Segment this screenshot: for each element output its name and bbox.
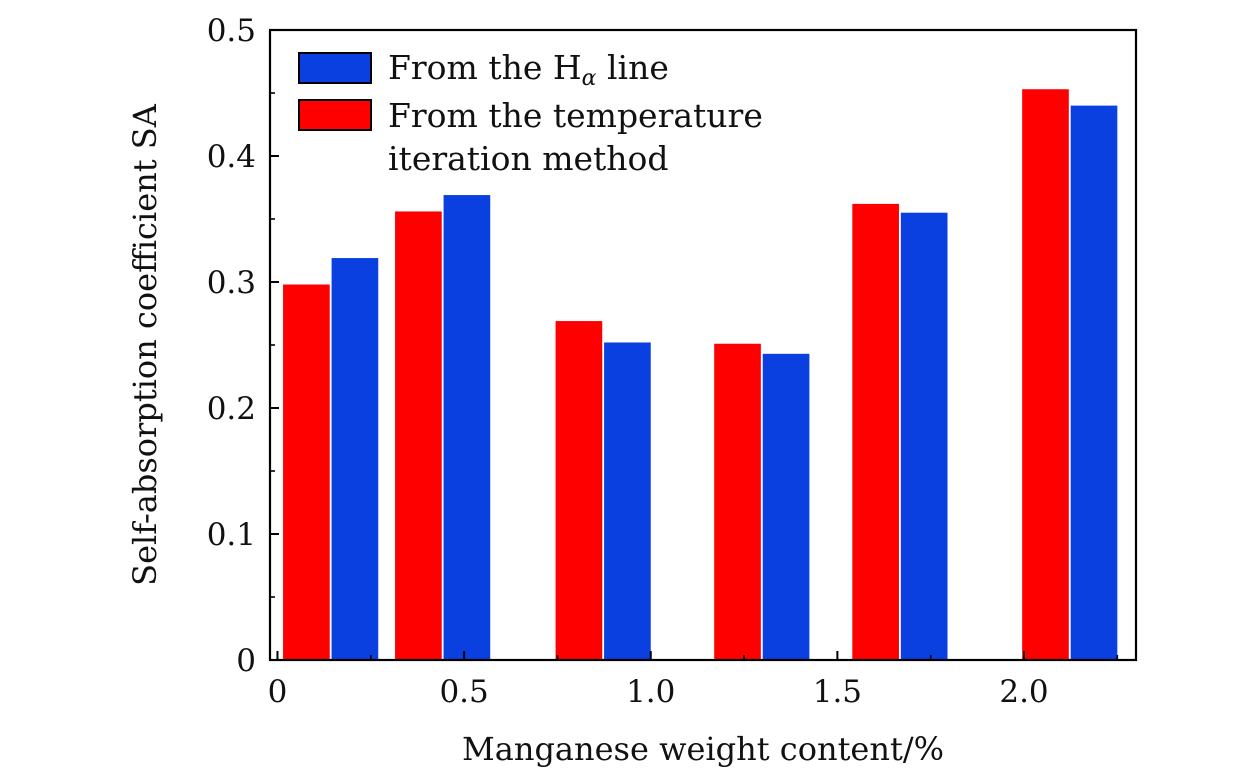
legend: From the Hα line From the temperature it…: [298, 48, 763, 178]
y-tick-label: 0.1: [207, 517, 256, 553]
legend-swatch-h-alpha: [298, 52, 372, 84]
series-h-alpha-bars: [331, 105, 1118, 661]
bar-h-alpha-5: [900, 212, 948, 660]
legend-label-h-alpha: From the Hα line: [388, 48, 669, 91]
x-tick-label: 2.0: [999, 674, 1048, 710]
bar-temperature-iteration-4: [714, 343, 761, 660]
bar-h-alpha-1: [331, 258, 379, 660]
bar-temperature-iteration-2: [395, 211, 442, 660]
bar-temperature-iteration-5: [852, 203, 899, 660]
legend-label-h-alpha-subscript: α: [582, 66, 597, 91]
x-tick-label: 1.0: [626, 674, 675, 710]
series-temperature-iteration-bars: [283, 89, 1069, 661]
bar-temperature-iteration-6: [1022, 89, 1069, 661]
bar-h-alpha-6: [1070, 105, 1118, 661]
bar-temperature-iteration-3: [555, 321, 603, 660]
y-tick-label: 0.2: [207, 391, 256, 427]
legend-label-temperature-iteration-line2: iteration method: [388, 139, 669, 178]
legend-label-h-alpha-prefix: From the H: [388, 48, 582, 87]
legend-label-temperature-iteration-line1: From the temperature: [388, 96, 763, 135]
x-axis-title: Manganese weight content/%: [462, 730, 944, 768]
y-axis-title: Self-absorption coefficient SA: [126, 103, 164, 586]
y-tick-label: 0.4: [207, 139, 256, 175]
bar-temperature-iteration-1: [283, 284, 330, 660]
y-tick-label: 0: [236, 643, 256, 679]
y-tick-label: 0.5: [207, 13, 256, 49]
bar-h-alpha-4: [762, 353, 810, 660]
legend-swatch-temperature-iteration: [298, 99, 372, 131]
legend-label-h-alpha-suffix: line: [597, 48, 669, 87]
y-tick-label: 0.3: [207, 265, 256, 301]
x-tick-label: 0: [268, 674, 288, 710]
x-axis-ticks: 0 0.5 1.0 1.5 2.0: [268, 651, 1119, 710]
bar-h-alpha-2: [443, 195, 491, 660]
x-tick-label: 1.5: [813, 674, 862, 710]
bar-h-alpha-3: [604, 342, 651, 660]
x-tick-label: 0.5: [439, 674, 488, 710]
y-axis-ticks: 0 0.1 0.2 0.3 0.4 0.5: [207, 13, 279, 679]
